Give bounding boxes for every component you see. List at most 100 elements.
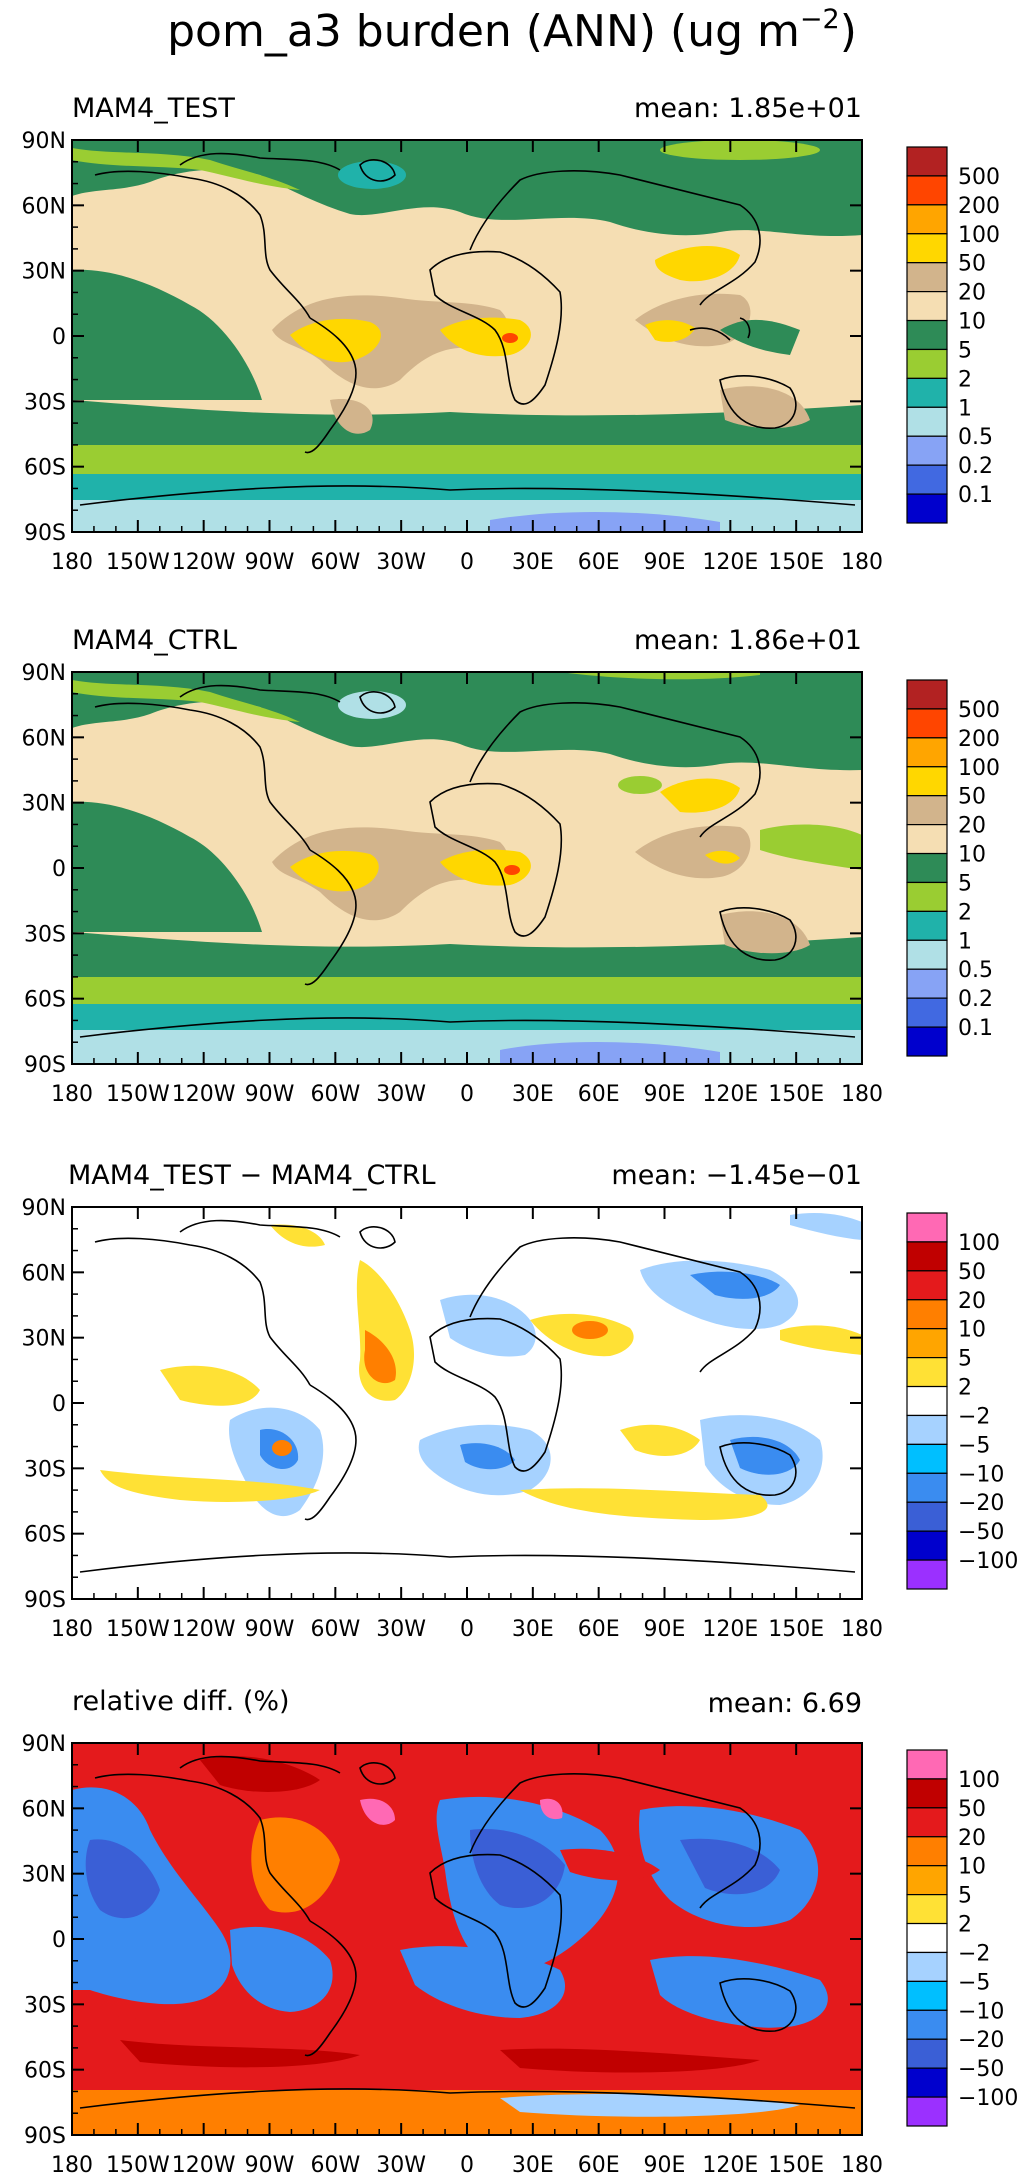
x-tick-label: 60E	[578, 1617, 620, 1642]
legend-swatch	[906, 1241, 948, 1272]
y-tick-label: 90N	[22, 1196, 66, 1221]
legend-label: 5	[958, 338, 972, 363]
y-tick-label: 90S	[24, 1053, 66, 1078]
legend-label: −2	[958, 1941, 990, 1966]
legend-label: 10	[958, 1855, 986, 1880]
legend-label: −50	[958, 1520, 1004, 1545]
x-tick-label: 90W	[245, 1617, 295, 1642]
y-tick-label: 30N	[22, 260, 66, 285]
x-tick-label: 180	[841, 550, 883, 575]
x-tick-label: 0	[460, 550, 474, 575]
legend-swatch	[906, 2038, 948, 2069]
legend-swatch	[906, 2096, 948, 2127]
legend-swatch	[906, 1922, 948, 1954]
legend: 500 200 100 50 20 10 5 2 1 0.5 0.2 0.1	[906, 679, 1000, 1057]
legend-label: 0.1	[958, 483, 993, 508]
legend-label: 50	[958, 252, 986, 277]
legend-label: 50	[958, 1260, 986, 1285]
x-tick-label: 60W	[310, 550, 360, 575]
legend-swatch	[906, 852, 948, 884]
legend-swatch	[906, 737, 948, 768]
x-tick-label: 120W	[172, 2153, 236, 2175]
legend-swatch	[906, 233, 948, 264]
x-tick-label: 150W	[106, 2153, 170, 2175]
legend-swatch	[906, 1414, 948, 1445]
legend-label: 0.5	[958, 958, 993, 983]
x-tick-label: 150W	[106, 1617, 170, 1642]
coastlines	[79, 684, 856, 1038]
x-tick-label: 180	[841, 1617, 883, 1642]
coastlines	[79, 1219, 856, 1573]
y-tick-label: 60S	[24, 988, 66, 1013]
x-tick-label: 60W	[310, 2153, 360, 2175]
legend-label: −50	[958, 2057, 1004, 2082]
x-tick-label: 30E	[512, 1082, 554, 1107]
legend-label: 10	[958, 843, 986, 868]
legend-swatch	[906, 1443, 948, 1474]
legend-label: −5	[958, 1433, 990, 1458]
legend: 500 200 100 50 20 10 5 2 1 0.5 0.2 0.1	[906, 146, 1000, 524]
x-tick-label: 150W	[106, 550, 170, 575]
panel-test-minus-ctrl: MAM4_TEST − MAM4_CTRL mean: −1.45e−01	[22, 1160, 1019, 1642]
legend-swatch	[906, 1894, 948, 1925]
legend-label: 100	[958, 756, 1000, 781]
panel-title: MAM4_TEST	[72, 93, 235, 124]
legend-swatch	[906, 824, 948, 855]
legend-swatch	[906, 1357, 948, 1388]
x-tick-label: 90E	[644, 1617, 686, 1642]
x-tick-label: 60W	[310, 1082, 360, 1107]
x-tick-label: 30W	[376, 2153, 426, 2175]
legend-swatch	[906, 1530, 948, 1561]
panel-mean: mean: 1.85e+01	[634, 93, 862, 124]
legend-swatch	[906, 939, 948, 970]
x-tick-label: 180	[51, 1617, 93, 1642]
legend-swatch	[906, 910, 948, 941]
x-tick-label: 120E	[702, 1082, 758, 1107]
legend-swatch	[906, 1385, 948, 1417]
x-tick-label: 30E	[512, 1617, 554, 1642]
x-tick-label: 30W	[376, 1617, 426, 1642]
legend-label: 0.5	[958, 425, 993, 450]
legend-label: −20	[958, 2028, 1004, 2053]
legend-swatch	[906, 1836, 948, 1867]
legend-label: 5	[958, 1884, 972, 1909]
legend-label: −10	[958, 1999, 1004, 2024]
y-tick-label: 60N	[22, 1797, 66, 1822]
legend-swatch	[906, 348, 948, 379]
x-tick-label: 0	[460, 1082, 474, 1107]
x-tick-label: 150W	[106, 1082, 170, 1107]
legend-label: 5	[958, 871, 972, 896]
y-tick-label: 0	[52, 325, 66, 350]
panel-mam4-test: MAM4_TEST mean: 1.85e+01	[22, 93, 1000, 575]
legend-label: 0.2	[958, 454, 993, 479]
figure-title: pom_a3 burden (ANN) (ug m−2)	[167, 4, 857, 57]
x-tick-label: 180	[51, 2153, 93, 2175]
legend-label: −10	[958, 1462, 1004, 1487]
legend-swatch	[906, 2067, 948, 2098]
x-tick-label: 180	[841, 2153, 883, 2175]
x-tick-label: 150E	[768, 1082, 824, 1107]
x-tick-label: 90W	[245, 1082, 295, 1107]
legend-swatch	[906, 1270, 948, 1301]
panel-mam4-ctrl: MAM4_CTRL mean: 1.86e+01	[22, 625, 1000, 1107]
legend-label: 1	[958, 929, 972, 954]
legend-label: −5	[958, 1970, 990, 1995]
legend-swatch	[906, 1026, 948, 1057]
x-tick-label: 30W	[376, 550, 426, 575]
legend-swatch	[906, 406, 948, 437]
y-tick-label: 90N	[22, 129, 66, 154]
legend-swatch	[906, 1328, 948, 1359]
legend-label: 500	[958, 165, 1000, 190]
x-tick-label: 150E	[768, 550, 824, 575]
legend-label: 1	[958, 396, 972, 421]
x-tick-label: 30W	[376, 1082, 426, 1107]
legend-swatch	[906, 319, 948, 351]
y-tick-label: 0	[52, 857, 66, 882]
legend-swatch	[906, 1807, 948, 1838]
legend-swatch	[906, 435, 948, 466]
panel-title: MAM4_CTRL	[72, 625, 237, 656]
legend-swatch	[906, 1749, 948, 1780]
map-field	[72, 140, 862, 532]
legend-label: 0.1	[958, 1016, 993, 1041]
